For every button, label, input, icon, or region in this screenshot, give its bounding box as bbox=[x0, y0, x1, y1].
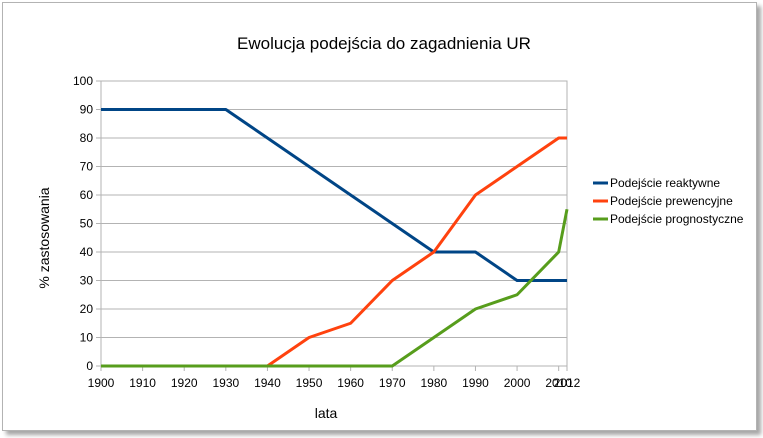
y-tick-label: 60 bbox=[80, 188, 94, 202]
y-tick-label: 0 bbox=[86, 359, 93, 373]
x-tick-label: 1990 bbox=[462, 376, 489, 390]
x-tick-label: 1900 bbox=[88, 376, 115, 390]
x-tick-label: 1960 bbox=[337, 376, 364, 390]
y-tick-label: 40 bbox=[80, 245, 94, 259]
legend-label: Podejście prewencyjne bbox=[610, 194, 733, 208]
y-axis-label: % zastosowania bbox=[36, 187, 52, 288]
y-tick-label: 30 bbox=[80, 274, 94, 288]
legend-label: Podejście reaktywne bbox=[610, 176, 720, 190]
y-tick-label: 50 bbox=[80, 217, 94, 231]
x-axis-ticks: 1900 1910 1920 1930 1940 1950 1960 1970 1980 1990… bbox=[88, 366, 581, 390]
x-tick-label: 1910 bbox=[129, 376, 156, 390]
series-lines bbox=[101, 108, 569, 368]
legend-label: Podejście prognostyczne bbox=[610, 212, 744, 226]
y-tick-label: 100 bbox=[73, 74, 93, 88]
x-tick-label: 2000 bbox=[504, 376, 531, 390]
y-axis-ticks: 0 10 20 30 40 50 60 70 80 90 100 bbox=[73, 74, 101, 373]
chart-title: Ewolucja podejścia do zagadnienia UR bbox=[237, 34, 531, 53]
x-tick-label: 1920 bbox=[171, 376, 198, 390]
series-line-1 bbox=[101, 108, 567, 282]
y-tick-label: 20 bbox=[80, 302, 94, 316]
gridlines bbox=[101, 80, 567, 367]
legend: Podejście reaktywne Podejście prewencyjne… bbox=[593, 176, 744, 226]
x-tick-label: 1950 bbox=[296, 376, 323, 390]
x-tick-label: 1970 bbox=[379, 376, 406, 390]
series-line-3 bbox=[101, 208, 569, 368]
y-tick-label: 80 bbox=[80, 131, 94, 145]
y-tick-label: 90 bbox=[80, 103, 94, 117]
x-axis-label: lata bbox=[315, 405, 338, 421]
x-tick-label: 1940 bbox=[254, 376, 281, 390]
x-tick-label: 2012 bbox=[554, 376, 581, 390]
x-tick-label: 1980 bbox=[421, 376, 448, 390]
x-tick-label: 2010 bbox=[545, 376, 572, 390]
x-tick-label: 1930 bbox=[212, 376, 239, 390]
y-tick-label: 70 bbox=[80, 160, 94, 174]
y-tick-label: 10 bbox=[80, 331, 94, 345]
